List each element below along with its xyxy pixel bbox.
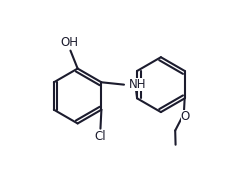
Text: Cl: Cl bbox=[95, 130, 106, 143]
Text: OH: OH bbox=[61, 36, 79, 49]
Text: NH: NH bbox=[129, 78, 146, 91]
Text: O: O bbox=[181, 110, 190, 123]
